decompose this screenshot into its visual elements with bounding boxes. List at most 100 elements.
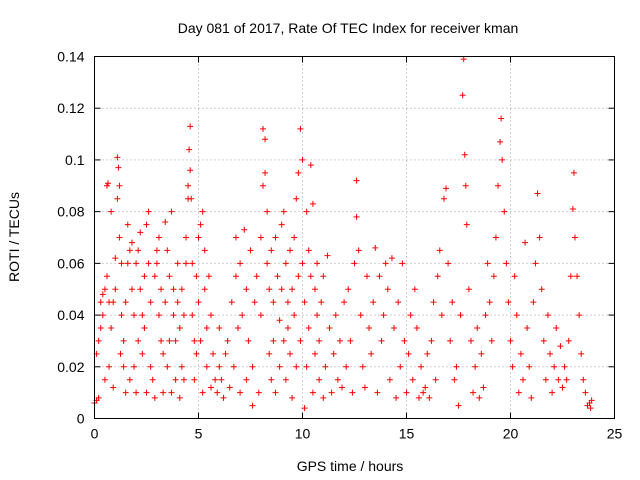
data-point bbox=[492, 234, 499, 241]
data-point bbox=[339, 384, 346, 391]
data-point bbox=[297, 125, 304, 132]
data-point bbox=[117, 350, 124, 357]
data-point bbox=[401, 337, 408, 344]
data-point bbox=[497, 138, 504, 145]
data-point bbox=[126, 247, 133, 254]
data-point bbox=[293, 363, 300, 370]
data-point bbox=[357, 312, 364, 319]
data-point bbox=[270, 337, 277, 344]
data-point bbox=[137, 229, 144, 236]
data-point bbox=[484, 260, 491, 267]
data-point bbox=[503, 260, 510, 267]
data-point bbox=[232, 234, 239, 241]
data-point bbox=[95, 337, 102, 344]
data-point bbox=[370, 299, 377, 306]
data-point bbox=[284, 299, 291, 306]
data-point bbox=[101, 376, 108, 383]
data-point bbox=[314, 312, 321, 319]
data-point bbox=[164, 363, 171, 370]
y-tick-label: 0.08 bbox=[57, 204, 84, 220]
data-point bbox=[189, 312, 196, 319]
data-point bbox=[287, 350, 294, 357]
data-point bbox=[262, 169, 269, 176]
y-axis-label: ROTI / TECUs bbox=[6, 192, 22, 282]
data-point bbox=[115, 164, 122, 171]
data-point bbox=[162, 218, 169, 225]
data-point bbox=[272, 389, 279, 396]
data-point bbox=[106, 363, 113, 370]
data-point bbox=[185, 182, 192, 189]
data-point bbox=[180, 376, 187, 383]
data-point bbox=[341, 299, 348, 306]
data-point bbox=[553, 325, 560, 331]
data-point bbox=[451, 376, 458, 383]
data-point bbox=[259, 182, 266, 189]
data-point bbox=[220, 394, 227, 401]
data-point bbox=[284, 325, 291, 331]
data-point bbox=[476, 394, 483, 401]
data-point bbox=[135, 247, 142, 254]
data-point bbox=[399, 260, 406, 267]
data-point bbox=[172, 376, 179, 383]
data-point bbox=[168, 389, 175, 396]
x-tick-label: 15 bbox=[399, 426, 415, 442]
data-point bbox=[195, 234, 202, 241]
data-point bbox=[501, 208, 508, 215]
data-point bbox=[176, 325, 183, 331]
data-point bbox=[178, 286, 185, 293]
data-point bbox=[297, 337, 304, 344]
data-point bbox=[316, 376, 323, 383]
data-point bbox=[270, 299, 277, 306]
data-point bbox=[257, 312, 264, 319]
data-point bbox=[569, 206, 576, 213]
data-point bbox=[257, 234, 264, 241]
data-point bbox=[245, 337, 252, 344]
data-point bbox=[534, 190, 541, 197]
data-point bbox=[193, 350, 200, 357]
data-point bbox=[195, 299, 202, 306]
data-point bbox=[199, 208, 206, 215]
data-point bbox=[467, 337, 474, 344]
data-point bbox=[291, 234, 298, 241]
data-point bbox=[251, 299, 258, 306]
data-point bbox=[218, 376, 225, 383]
data-point bbox=[307, 162, 314, 169]
data-point bbox=[511, 273, 518, 280]
data-point bbox=[210, 350, 217, 357]
data-point bbox=[133, 389, 140, 396]
data-point bbox=[268, 376, 275, 383]
data-point bbox=[547, 350, 554, 357]
data-point bbox=[289, 286, 296, 293]
data-point bbox=[191, 376, 198, 383]
data-point bbox=[228, 299, 235, 306]
data-point bbox=[155, 312, 162, 319]
data-point bbox=[482, 312, 489, 319]
data-point bbox=[578, 350, 585, 357]
data-point bbox=[536, 234, 543, 241]
data-point bbox=[287, 247, 294, 254]
data-point bbox=[532, 260, 539, 267]
data-point bbox=[459, 92, 466, 99]
data-point bbox=[174, 260, 181, 267]
data-point bbox=[378, 337, 385, 344]
data-point bbox=[436, 247, 443, 254]
data-point bbox=[114, 154, 121, 161]
data-point bbox=[193, 273, 200, 280]
data-point bbox=[122, 299, 129, 306]
data-point bbox=[151, 394, 158, 401]
data-point bbox=[567, 273, 574, 280]
data-point bbox=[388, 255, 395, 262]
data-point bbox=[422, 384, 429, 391]
data-point bbox=[103, 273, 110, 280]
data-point bbox=[103, 182, 110, 189]
data-point bbox=[282, 376, 289, 383]
data-point bbox=[201, 247, 208, 254]
data-point bbox=[110, 384, 117, 391]
data-point bbox=[478, 350, 485, 357]
data-point bbox=[505, 299, 512, 306]
data-point bbox=[224, 337, 231, 344]
data-point bbox=[114, 195, 121, 202]
data-point bbox=[563, 376, 570, 383]
data-point bbox=[361, 384, 368, 391]
